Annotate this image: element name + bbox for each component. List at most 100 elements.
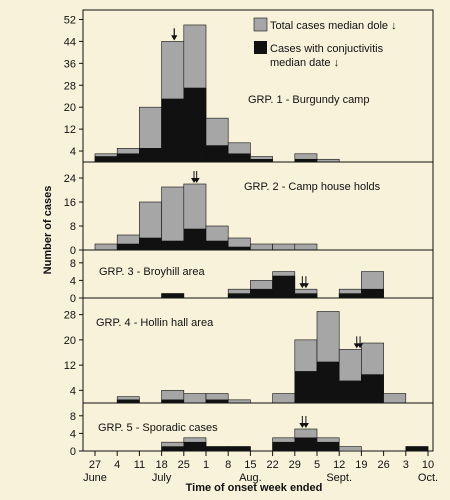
- bar-conjunctivitis: [183, 441, 207, 452]
- median-arrow-head: [171, 35, 178, 41]
- x-month-label: June: [83, 472, 107, 484]
- group-label: GRP. 3 - Broyhill area: [99, 266, 205, 278]
- legend-swatch-conjunctivitis: [254, 41, 267, 54]
- y-tick-label: 36: [64, 58, 76, 70]
- y-tick-label: 12: [64, 360, 76, 372]
- legend: Total cases median dole ↓ Cases with con…: [253, 17, 397, 69]
- y-tick-label: 28: [64, 80, 76, 92]
- bar-conjunctivitis: [338, 380, 362, 404]
- x-tick-label: 12: [333, 459, 345, 471]
- bar-total: [272, 393, 296, 404]
- panel-5: 0 4 8 GRP. 5 - Sporadic cases: [70, 402, 434, 458]
- bar-total: [250, 243, 273, 251]
- panel-3: 0 4 8 GRP. 3 - Broyhill area: [70, 249, 434, 305]
- x-month-label: July: [152, 472, 172, 484]
- y-tick-label: 44: [64, 36, 76, 48]
- median-arrow-head: [302, 423, 309, 428]
- x-tick-label: 27: [89, 459, 101, 471]
- y-tick-label: 8: [70, 258, 76, 270]
- x-tick-label: 8: [225, 459, 231, 471]
- x-tick-label: 10: [422, 459, 434, 471]
- median-arrow-head: [302, 283, 309, 289]
- x-tick-label: 29: [289, 459, 301, 471]
- y-tick-label: 4: [70, 385, 76, 397]
- median-arrow-head: [357, 343, 364, 349]
- bar-conjunctivitis: [294, 437, 318, 452]
- bar-conjunctivitis: [183, 228, 207, 251]
- bar-conjunctivitis: [294, 371, 318, 404]
- y-tick-label: 24: [64, 173, 76, 185]
- bar-total: [94, 243, 118, 251]
- y-tick-label: 0: [70, 245, 76, 257]
- y-tick-label: 4: [70, 275, 76, 287]
- group-label: GRP. 1 - Burgundy camp: [248, 94, 369, 106]
- y-tick-label: 52: [64, 14, 76, 26]
- bar-conjunctivitis: [205, 446, 229, 452]
- legend-swatch-total: [253, 17, 268, 32]
- bar-total: [338, 446, 362, 452]
- bar-conjunctivitis: [161, 293, 185, 299]
- panel-4: 4 12 20 28 GRP. 4 - Hollin hall area: [64, 297, 434, 404]
- legend-label-total: Total cases median dole ↓: [270, 20, 397, 32]
- bar-conjunctivitis: [139, 147, 162, 163]
- bar-conjunctivitis: [227, 153, 251, 163]
- median-arrow-head: [193, 178, 200, 183]
- x-tick-label: 15: [244, 459, 256, 471]
- y-tick-label: 28: [64, 310, 76, 322]
- y-tick-label: 20: [64, 335, 76, 347]
- y-tick-label: 4: [70, 146, 76, 158]
- bar-total: [294, 243, 318, 251]
- bar-total: [161, 186, 185, 251]
- bar-conjunctivitis: [161, 240, 185, 251]
- x-tick-label: 26: [377, 459, 389, 471]
- bar-conjunctivitis: [250, 288, 273, 299]
- y-tick-label: 0: [70, 446, 76, 458]
- x-tick-label: 5: [314, 459, 320, 471]
- bar-conjunctivitis: [316, 361, 340, 404]
- y-tick-label: 8: [70, 221, 76, 233]
- x-month-label: Aug.: [239, 472, 262, 484]
- bar-conjunctivitis: [161, 98, 185, 163]
- x-tick-label: 1: [203, 459, 209, 471]
- bar-conjunctivitis: [405, 446, 429, 452]
- bar-total: [183, 393, 207, 404]
- panel-frame: [82, 402, 434, 452]
- bar-conjunctivitis: [272, 441, 296, 452]
- y-tick-label: 20: [64, 102, 76, 114]
- bar-conjunctivitis: [139, 237, 162, 251]
- group-label: GRP. 4 - Hollin hall area: [96, 317, 214, 329]
- bar-conjunctivitis: [183, 87, 207, 163]
- bar-total: [272, 243, 296, 251]
- bar-conjunctivitis: [116, 243, 140, 251]
- bar-conjunctivitis: [205, 145, 229, 163]
- bar-conjunctivitis: [94, 156, 118, 163]
- bar-conjunctivitis: [272, 275, 296, 299]
- bar-conjunctivitis: [161, 446, 185, 452]
- y-tick-label: 0: [70, 293, 76, 305]
- y-tick-label: 8: [70, 411, 76, 423]
- y-tick-label: 12: [64, 124, 76, 136]
- y-tick-label: 16: [64, 197, 76, 209]
- x-tick-label: 22: [266, 459, 278, 471]
- x-axis-title: Time of onset week ended: [186, 482, 323, 494]
- bar-conjunctivitis: [294, 293, 318, 299]
- y-tick-label: 4: [70, 428, 76, 440]
- bar-conjunctivitis: [361, 374, 384, 404]
- group-label: GRP. 5 - Sporadic cases: [98, 422, 218, 434]
- bar-conjunctivitis: [205, 240, 229, 251]
- bar-conjunctivitis: [116, 153, 140, 163]
- x-month-label: Sept.: [326, 472, 352, 484]
- bar-conjunctivitis: [316, 441, 340, 452]
- bar-conjunctivitis: [338, 293, 362, 299]
- legend-label-conjunctivitis-line1: Cases with conjuctivitis: [270, 43, 384, 55]
- bar-conjunctivitis: [361, 288, 384, 299]
- x-tick-label: 3: [403, 459, 409, 471]
- x-month-label: Oct.: [418, 472, 438, 484]
- group-label: GRP. 2 - Camp house holds: [244, 181, 381, 193]
- bar-total: [383, 393, 407, 404]
- x-tick-label: 19: [355, 459, 367, 471]
- y-axis-title: Number of cases: [42, 186, 54, 275]
